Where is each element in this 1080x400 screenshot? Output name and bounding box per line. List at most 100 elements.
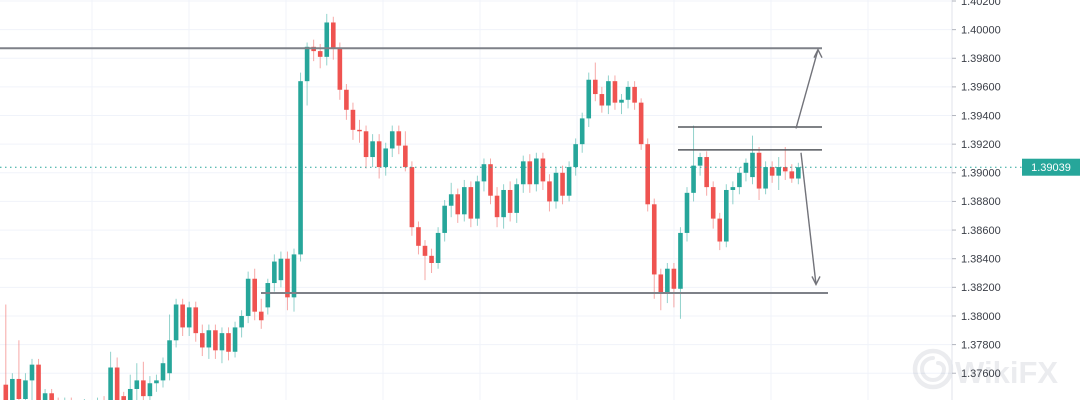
- candle-body: [213, 330, 218, 351]
- candle: [363, 125, 369, 169]
- candle-body: [560, 172, 565, 196]
- candle: [704, 151, 709, 196]
- candle: [488, 158, 493, 205]
- candle-body: [756, 152, 762, 189]
- breakdown-arrow-shaft[interactable]: [800, 152, 817, 285]
- candle: [678, 227, 683, 319]
- candle-body: [455, 194, 461, 215]
- candle-body: [285, 258, 290, 298]
- candle: [691, 125, 696, 202]
- candle: [10, 373, 15, 400]
- candle-body: [448, 194, 454, 206]
- candle-body: [134, 380, 140, 389]
- candle: [108, 351, 113, 400]
- candle-body: [252, 278, 257, 312]
- candle-body: [317, 51, 323, 57]
- candle: [127, 374, 133, 400]
- candle: [435, 227, 441, 269]
- candle-body: [435, 232, 441, 263]
- candle: [160, 357, 166, 388]
- candle-body: [219, 333, 225, 351]
- candle: [547, 174, 552, 212]
- candle: [606, 75, 611, 115]
- candle: [193, 301, 199, 342]
- candle: [252, 268, 257, 321]
- candle: [239, 310, 244, 338]
- candle: [383, 142, 388, 176]
- candle-body: [520, 161, 526, 185]
- candle-body: [422, 245, 428, 256]
- wikifx-logo-ring: [912, 348, 954, 390]
- candle-body: [619, 99, 624, 103]
- candle-body: [232, 327, 238, 352]
- candle: [599, 86, 605, 113]
- candle-body: [494, 195, 500, 218]
- candle-body: [750, 152, 755, 178]
- candle-body: [671, 268, 677, 289]
- candle-body: [612, 81, 618, 103]
- candle: [632, 81, 637, 110]
- candle: [350, 102, 356, 140]
- candle: [697, 152, 703, 176]
- candle-body: [383, 148, 388, 168]
- candle: [3, 304, 9, 400]
- candle: [357, 119, 362, 143]
- candle: [396, 125, 402, 155]
- candle: [566, 161, 572, 202]
- watermark-text: WikiFX: [955, 355, 1058, 390]
- breakdown-arrow[interactable]: [800, 152, 821, 287]
- candle-body: [324, 22, 330, 57]
- candle-body: [704, 157, 709, 188]
- axis-price-label: 1.39600: [961, 82, 1001, 94]
- candle-body: [357, 129, 362, 132]
- candle: [651, 198, 657, 299]
- candle: [36, 358, 41, 400]
- breakout-up-arrow[interactable]: [795, 48, 823, 129]
- candle: [258, 298, 264, 329]
- candle: [213, 324, 218, 359]
- axis-price-label: 1.39200: [961, 139, 1001, 151]
- candle-body: [442, 205, 447, 233]
- candle: [416, 221, 421, 255]
- candle: [507, 181, 513, 222]
- candle: [514, 178, 519, 223]
- candle: [429, 248, 434, 274]
- candle-body: [396, 131, 402, 146]
- candle-body: [389, 131, 395, 149]
- candle-body: [501, 189, 506, 218]
- candle-body: [337, 48, 343, 90]
- annotations-layer: [0, 47, 828, 295]
- candle-body: [167, 340, 172, 374]
- candle: [147, 376, 153, 400]
- candle-body: [573, 144, 578, 168]
- candle: [226, 327, 231, 361]
- candle-body: [121, 396, 126, 400]
- wikifx-logo-icon: [912, 348, 954, 390]
- up-arrowhead-icon: [813, 48, 823, 58]
- candle-body: [180, 304, 185, 328]
- candle-body: [265, 283, 271, 308]
- last-price-badge-bg: [1022, 158, 1080, 176]
- price-axis[interactable]: 1.40200 1.40000 1.39800 1.39600 1.39400 1.392…: [951, 0, 1001, 400]
- candle: [403, 131, 408, 172]
- candle: [154, 374, 159, 392]
- candle-body: [10, 378, 15, 400]
- axis-price-label: 1.37600: [961, 368, 1001, 380]
- candle-body: [147, 383, 153, 397]
- candle: [462, 179, 467, 222]
- candle-body: [42, 393, 48, 400]
- candle: [29, 358, 35, 400]
- candle-body: [36, 364, 41, 400]
- candle-body: [186, 307, 192, 328]
- candle: [527, 154, 533, 193]
- candle-body: [298, 81, 303, 255]
- candle: [579, 112, 585, 153]
- candle-body: [29, 364, 35, 381]
- candle: [540, 152, 546, 190]
- axis-price-label: 1.39000: [961, 168, 1001, 180]
- candle-body: [245, 278, 251, 316]
- candle: [619, 94, 624, 115]
- breakout-up-arrow-shaft[interactable]: [795, 49, 819, 129]
